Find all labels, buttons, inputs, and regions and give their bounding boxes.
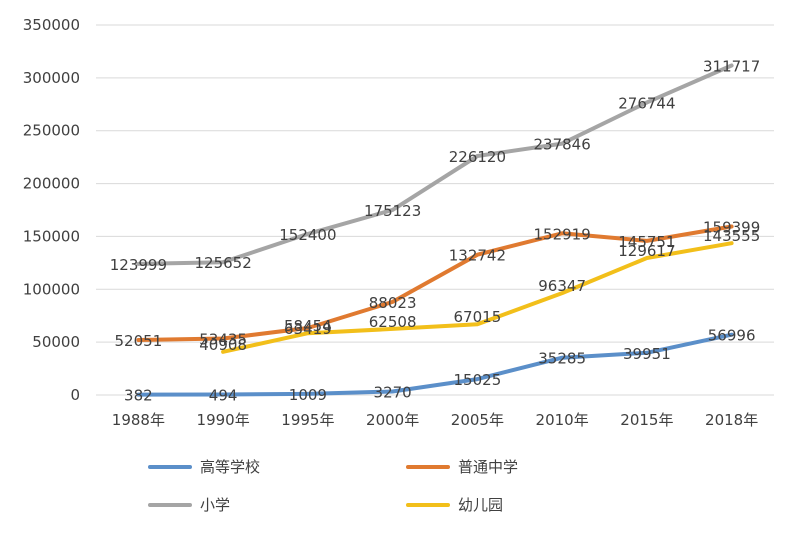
data-label: 125652 bbox=[194, 254, 251, 272]
legend-label: 幼儿园 bbox=[458, 496, 503, 514]
data-label: 62508 bbox=[369, 313, 417, 331]
data-label: 237846 bbox=[533, 136, 590, 154]
legend-label: 小学 bbox=[200, 496, 230, 514]
data-label: 159399 bbox=[703, 218, 760, 236]
x-tick-label: 2018年 bbox=[705, 411, 758, 429]
x-tick-label: 1995年 bbox=[281, 411, 334, 429]
x-tick-label: 1990年 bbox=[197, 411, 250, 429]
x-tick-label: 2010年 bbox=[536, 411, 589, 429]
data-label: 123999 bbox=[110, 256, 167, 274]
series-line bbox=[221, 241, 734, 354]
data-label: 311717 bbox=[703, 57, 760, 75]
data-label: 53435 bbox=[199, 331, 247, 349]
data-label: 56996 bbox=[708, 327, 756, 345]
data-label: 494 bbox=[209, 386, 238, 404]
data-label: 96347 bbox=[538, 277, 586, 295]
y-tick-label: 50000 bbox=[32, 333, 80, 351]
legend-label: 普通中学 bbox=[458, 458, 518, 476]
data-label: 276744 bbox=[618, 94, 675, 112]
data-label: 382 bbox=[124, 387, 153, 405]
data-label: 15025 bbox=[454, 371, 502, 389]
series-line bbox=[136, 332, 734, 397]
y-tick-label: 100000 bbox=[23, 280, 80, 298]
x-tick-label: 2015年 bbox=[620, 411, 673, 429]
data-label: 40908 bbox=[199, 336, 247, 354]
y-tick-label: 350000 bbox=[23, 16, 80, 34]
data-label: 145751 bbox=[618, 233, 675, 251]
y-axis-ticks: 0 50000 100000 150000 200000 250000 300000 3500… bbox=[23, 16, 80, 404]
data-label: 35285 bbox=[538, 350, 586, 368]
data-label: 152400 bbox=[279, 226, 336, 244]
series-line bbox=[136, 63, 734, 266]
series-lines bbox=[136, 63, 734, 397]
data-label: 52051 bbox=[115, 332, 163, 350]
legend-label: 高等学校 bbox=[200, 458, 260, 476]
y-tick-label: 200000 bbox=[23, 175, 80, 193]
data-label: 175123 bbox=[364, 202, 421, 220]
x-axis-ticks: 1988年 1990年 1995年 2000年 2005年 2010年 2015年 2018年 bbox=[112, 411, 758, 429]
data-label: 67015 bbox=[454, 308, 502, 326]
x-tick-label: 1988年 bbox=[112, 411, 165, 429]
data-label: 39951 bbox=[623, 345, 671, 363]
data-label: 152919 bbox=[533, 225, 590, 243]
data-label: 1009 bbox=[289, 386, 327, 404]
y-tick-label: 250000 bbox=[23, 122, 80, 140]
x-tick-label: 2005年 bbox=[451, 411, 504, 429]
y-tick-label: 300000 bbox=[23, 69, 80, 87]
data-label: 132742 bbox=[449, 247, 506, 265]
y-tick-label: 150000 bbox=[23, 227, 80, 245]
data-label: 143555 bbox=[703, 227, 760, 245]
data-label: 129617 bbox=[618, 242, 675, 260]
data-label: 63419 bbox=[284, 320, 332, 338]
data-label: 3270 bbox=[374, 384, 412, 402]
data-labels: 382 494 1009 3270 15025 35285 39951 56996 52051 5… bbox=[110, 57, 761, 404]
y-tick-label: 0 bbox=[70, 386, 80, 404]
data-label: 58454 bbox=[284, 317, 332, 335]
data-label: 88023 bbox=[369, 294, 417, 312]
x-tick-label: 2000年 bbox=[366, 411, 419, 429]
series-line bbox=[136, 224, 734, 342]
data-label: 226120 bbox=[449, 148, 506, 166]
